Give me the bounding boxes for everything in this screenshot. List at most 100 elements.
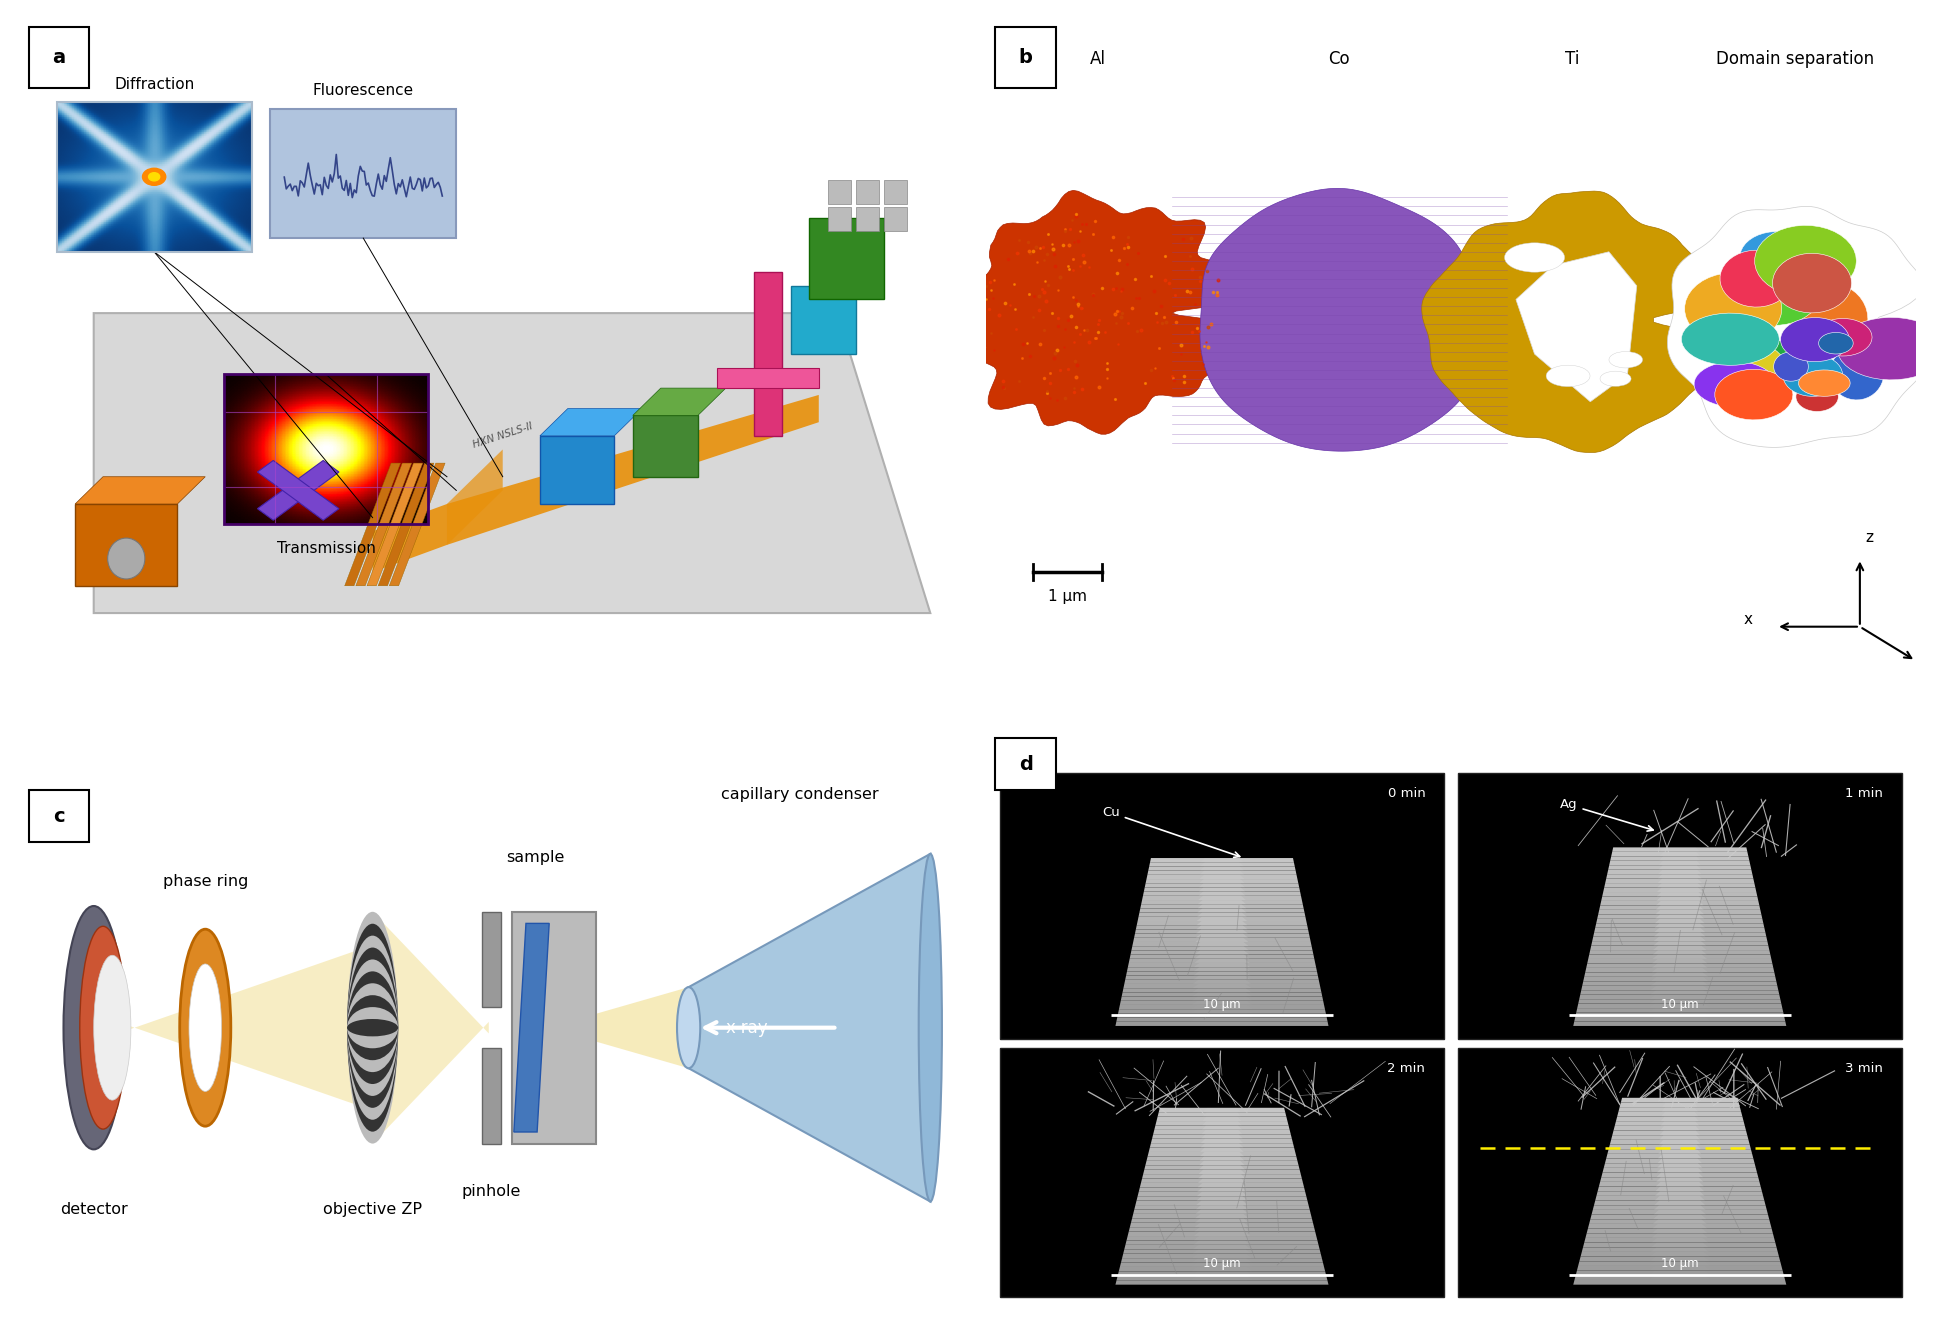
Polygon shape xyxy=(1587,1228,1772,1233)
Polygon shape xyxy=(1602,892,1757,897)
Polygon shape xyxy=(1652,1224,1707,1228)
Polygon shape xyxy=(1147,874,1298,878)
Text: 0 min: 0 min xyxy=(1387,787,1426,801)
Polygon shape xyxy=(1606,878,1755,884)
Polygon shape xyxy=(1660,852,1701,856)
Polygon shape xyxy=(1774,352,1809,381)
Polygon shape xyxy=(1138,913,1306,917)
Polygon shape xyxy=(1194,976,1250,980)
Polygon shape xyxy=(1612,847,1747,852)
Polygon shape xyxy=(1581,1252,1778,1257)
Polygon shape xyxy=(1652,1215,1707,1219)
Polygon shape xyxy=(1194,951,1250,955)
Polygon shape xyxy=(1118,1005,1325,1009)
Polygon shape xyxy=(1652,959,1707,963)
Polygon shape xyxy=(1194,1219,1250,1223)
Polygon shape xyxy=(1819,332,1854,353)
Polygon shape xyxy=(1142,900,1302,905)
Polygon shape xyxy=(1198,905,1246,909)
Polygon shape xyxy=(1202,1125,1242,1130)
Polygon shape xyxy=(1155,1125,1289,1130)
Polygon shape xyxy=(1194,1223,1250,1227)
Polygon shape xyxy=(1606,874,1753,878)
Text: a: a xyxy=(52,47,66,67)
Polygon shape xyxy=(1122,1249,1322,1253)
Text: objective ZP: objective ZP xyxy=(323,1202,422,1216)
Polygon shape xyxy=(1695,361,1776,406)
Polygon shape xyxy=(1598,1187,1763,1191)
Polygon shape xyxy=(1196,1196,1248,1200)
Polygon shape xyxy=(1598,910,1761,914)
Text: 1 μm: 1 μm xyxy=(1049,590,1087,604)
Polygon shape xyxy=(1656,1167,1703,1173)
Polygon shape xyxy=(1577,1008,1784,1013)
Polygon shape xyxy=(1593,936,1767,942)
Polygon shape xyxy=(1654,914,1705,919)
Polygon shape xyxy=(1144,888,1300,892)
Bar xyxy=(1000,1049,1444,1297)
Polygon shape xyxy=(1198,1192,1246,1196)
Polygon shape xyxy=(1616,1116,1743,1121)
Polygon shape xyxy=(1589,1219,1771,1224)
Polygon shape xyxy=(1515,252,1637,402)
Polygon shape xyxy=(1660,1136,1701,1140)
Text: 10 μm: 10 μm xyxy=(1660,997,1699,1010)
Polygon shape xyxy=(1682,313,1780,365)
Polygon shape xyxy=(1142,896,1302,900)
Polygon shape xyxy=(1612,1130,1747,1136)
Polygon shape xyxy=(1652,955,1707,959)
Polygon shape xyxy=(1658,874,1701,878)
Text: 10 μm: 10 μm xyxy=(1204,1257,1240,1270)
Polygon shape xyxy=(1714,369,1794,419)
Polygon shape xyxy=(1600,901,1759,905)
Polygon shape xyxy=(515,923,550,1132)
Polygon shape xyxy=(1147,871,1296,874)
Polygon shape xyxy=(1198,888,1246,892)
Ellipse shape xyxy=(346,959,399,1096)
Polygon shape xyxy=(689,853,931,1202)
Polygon shape xyxy=(633,415,699,476)
Text: d: d xyxy=(1018,754,1033,773)
Polygon shape xyxy=(1149,859,1295,863)
Polygon shape xyxy=(1612,852,1749,856)
Polygon shape xyxy=(1780,318,1850,361)
Bar xyxy=(855,181,878,204)
Text: HXN NSLS-II: HXN NSLS-II xyxy=(472,422,534,450)
Bar xyxy=(1457,773,1902,1039)
Polygon shape xyxy=(1149,1144,1295,1148)
Polygon shape xyxy=(1153,1130,1291,1134)
Text: Diffraction: Diffraction xyxy=(114,77,194,91)
Polygon shape xyxy=(1202,1117,1242,1121)
Polygon shape xyxy=(1132,1213,1312,1219)
Text: Transmission: Transmission xyxy=(277,542,375,557)
Polygon shape xyxy=(1134,1206,1310,1210)
Polygon shape xyxy=(1194,955,1250,959)
Polygon shape xyxy=(1662,1103,1697,1107)
Polygon shape xyxy=(1658,856,1701,861)
Polygon shape xyxy=(1604,888,1757,892)
Polygon shape xyxy=(1654,1187,1705,1191)
Polygon shape xyxy=(344,463,401,586)
Polygon shape xyxy=(1600,897,1759,901)
Polygon shape xyxy=(1755,226,1856,297)
Polygon shape xyxy=(1115,1281,1329,1285)
Polygon shape xyxy=(1200,189,1474,451)
Polygon shape xyxy=(1116,1017,1327,1022)
Polygon shape xyxy=(1594,1200,1765,1206)
Polygon shape xyxy=(1128,959,1316,963)
Polygon shape xyxy=(447,450,503,545)
Polygon shape xyxy=(1660,1112,1699,1116)
Bar xyxy=(755,272,782,435)
Ellipse shape xyxy=(346,995,399,1060)
Polygon shape xyxy=(1589,950,1771,955)
Polygon shape xyxy=(1652,942,1707,946)
Polygon shape xyxy=(1652,1219,1707,1224)
Polygon shape xyxy=(1656,1163,1703,1167)
Text: 3 min: 3 min xyxy=(1846,1062,1883,1075)
Polygon shape xyxy=(1192,980,1252,984)
Bar xyxy=(224,375,428,525)
Polygon shape xyxy=(1658,861,1701,865)
Polygon shape xyxy=(1813,318,1871,356)
Text: z: z xyxy=(1865,530,1873,545)
Polygon shape xyxy=(1196,938,1248,942)
